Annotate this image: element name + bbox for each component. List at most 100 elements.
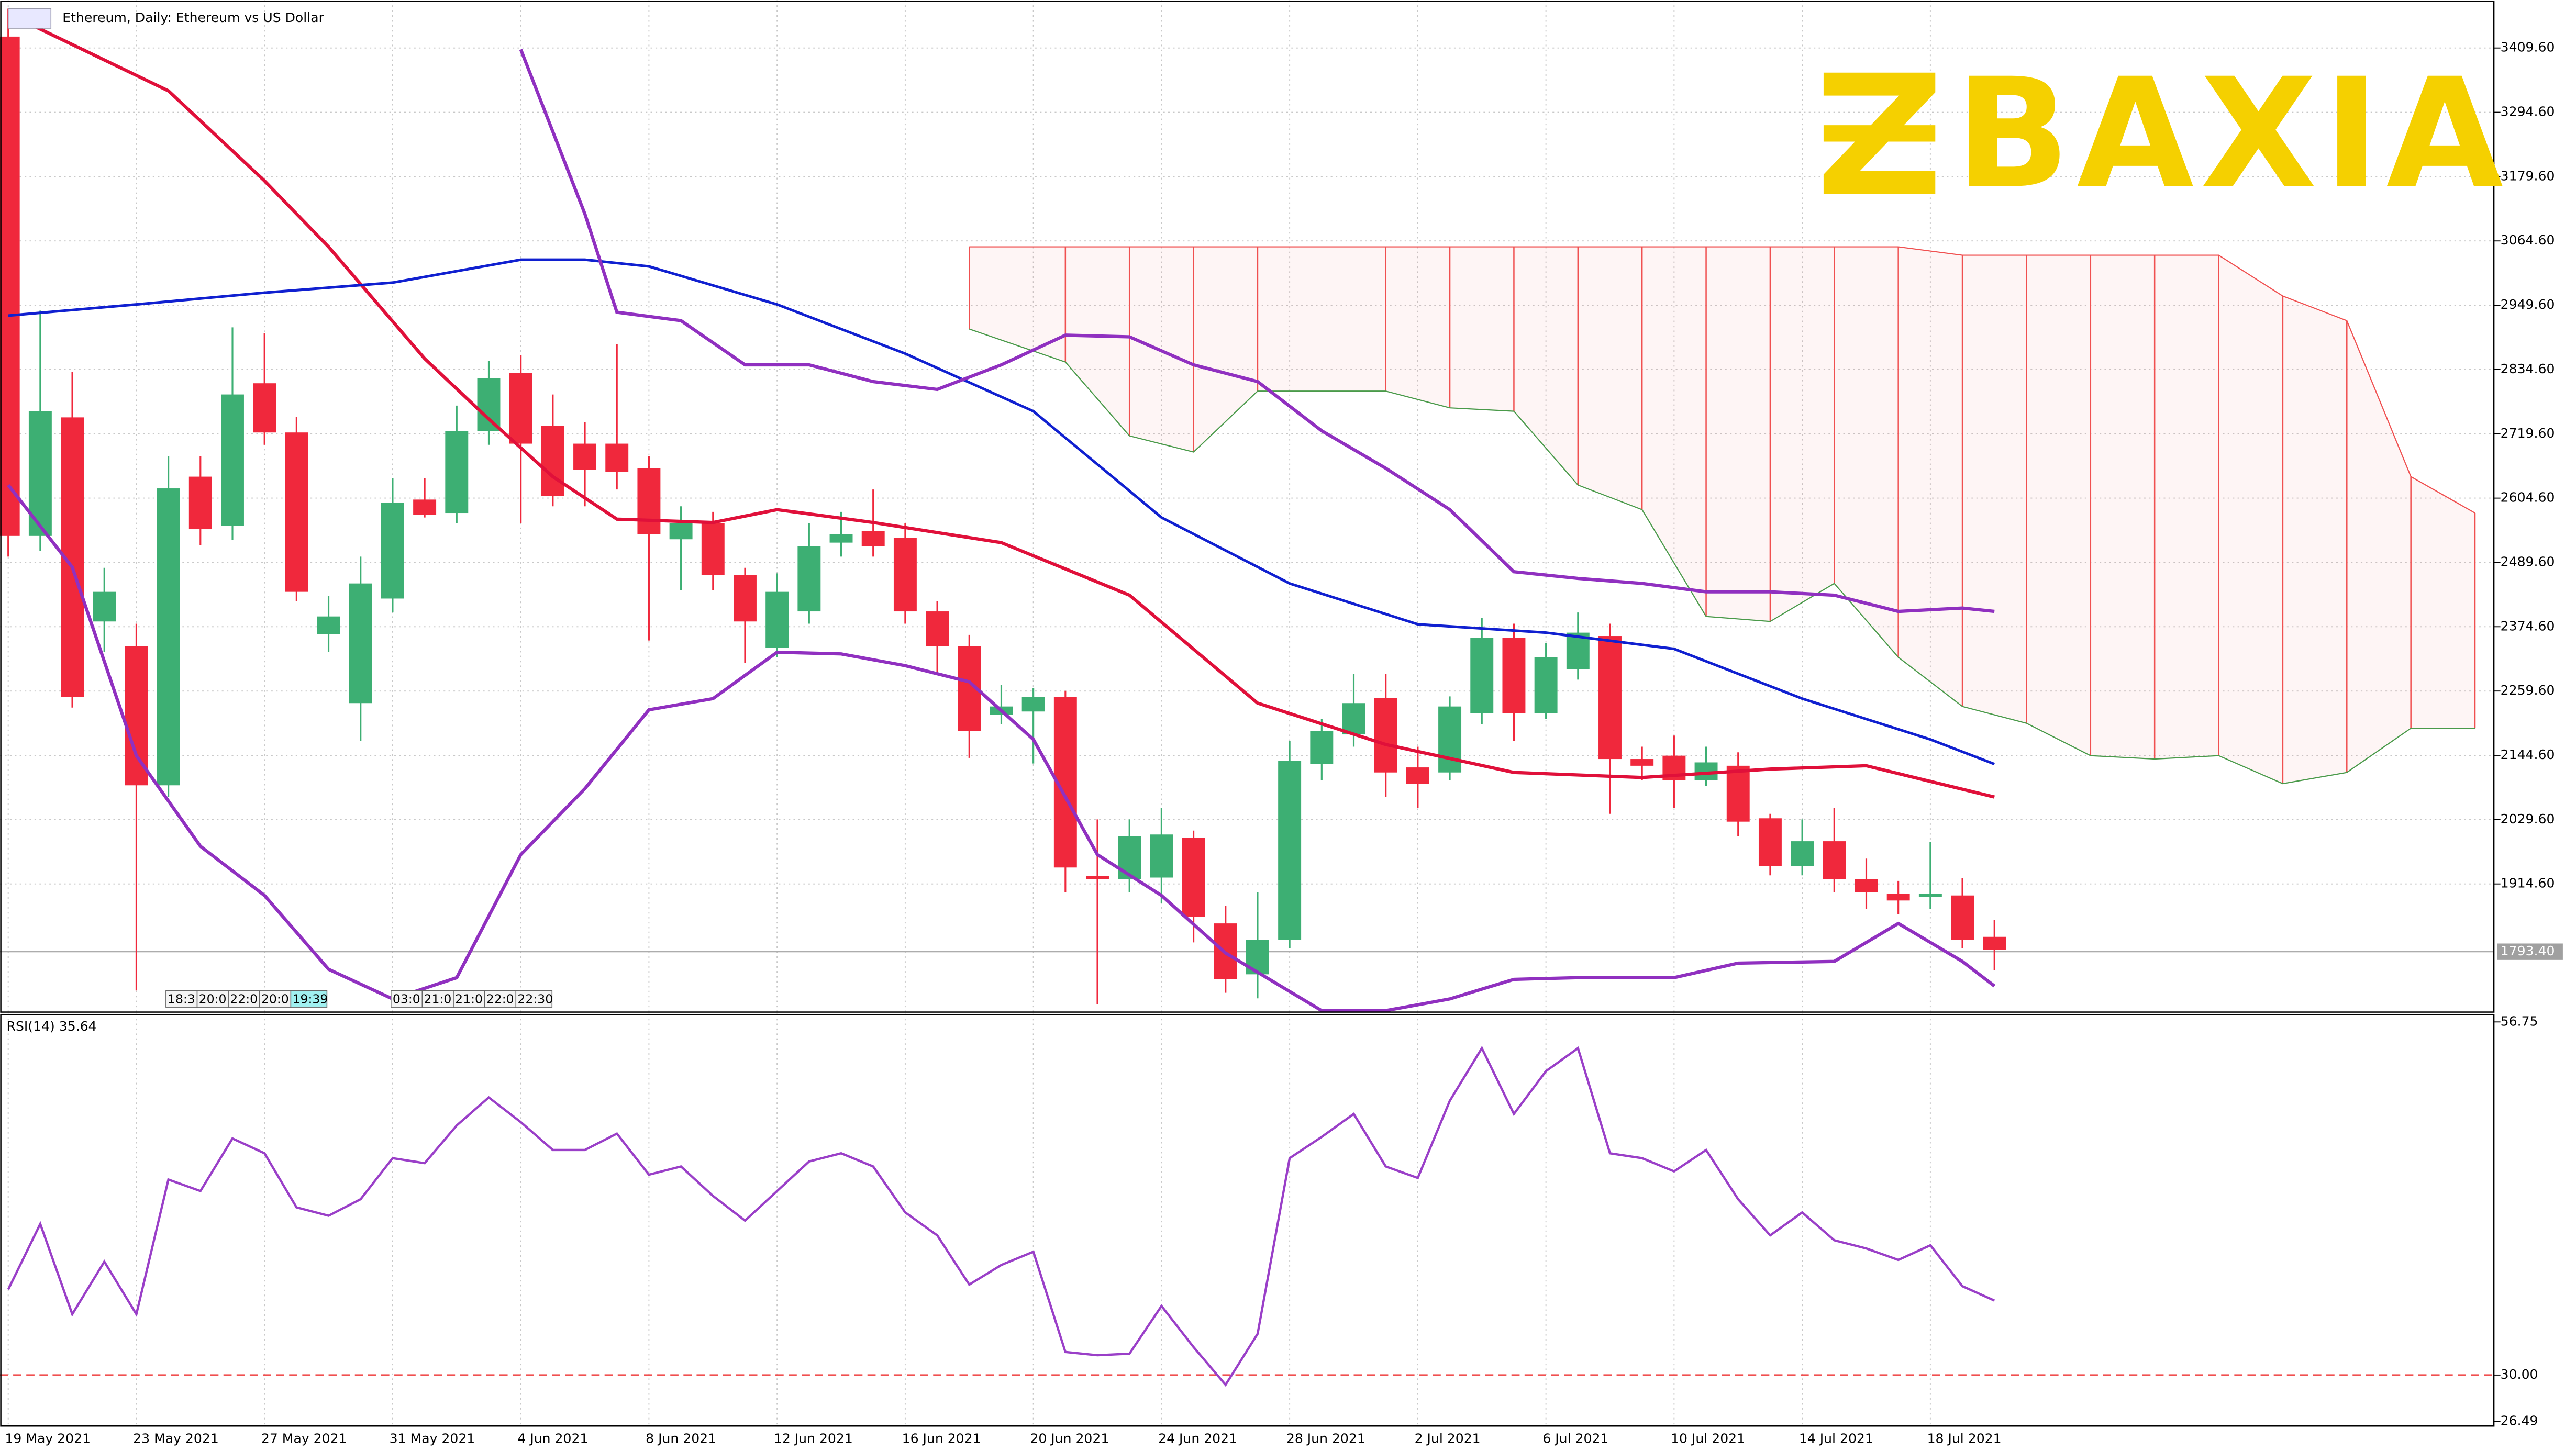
symbol-icon xyxy=(7,8,52,29)
current-price-box xyxy=(2497,943,2563,960)
candle-body xyxy=(893,538,917,612)
indicator-line xyxy=(7,484,1996,1012)
x-tick-label: 23 May 2021 xyxy=(133,1431,219,1446)
x-tick-label: 10 Jul 2021 xyxy=(1671,1431,1745,1446)
time-label-box xyxy=(484,990,517,1008)
time-label-box xyxy=(228,990,260,1008)
candle-body xyxy=(669,523,693,540)
y-tick-label: 2834.60 xyxy=(2501,361,2555,376)
candle-body xyxy=(1310,731,1334,764)
candle-body xyxy=(765,591,789,648)
candle-body xyxy=(93,591,116,622)
time-label: 20:0 xyxy=(261,992,289,1007)
rsi-layer xyxy=(0,1045,2494,1387)
cloud-area xyxy=(969,247,2475,784)
cloud-span-a xyxy=(969,328,2475,785)
candle-body xyxy=(1630,759,1654,766)
candle-body xyxy=(317,616,340,634)
y-tick-label: 2949.60 xyxy=(2501,297,2555,312)
cloud-span-b xyxy=(969,246,2475,514)
indicator-line xyxy=(7,12,1995,799)
y-tick-label: 3064.60 xyxy=(2501,232,2555,248)
cloud-layer xyxy=(969,246,2476,785)
y-tick-label: 2374.60 xyxy=(2501,618,2555,633)
candle-body xyxy=(477,378,501,431)
y-tick-label: 3409.60 xyxy=(2501,40,2555,55)
y-tick-label: 1914.60 xyxy=(2501,876,2555,891)
candle-body xyxy=(349,583,372,704)
time-label-box xyxy=(515,990,553,1008)
logo: BAXIA xyxy=(1823,46,2510,222)
time-label-box xyxy=(290,990,328,1008)
time-label: 21:0 xyxy=(424,992,452,1007)
candle-body xyxy=(1438,706,1462,773)
x-tick-label: 12 Jun 2021 xyxy=(774,1431,853,1446)
candle-body xyxy=(637,468,661,534)
x-tick-label: 28 Jun 2021 xyxy=(1286,1431,1365,1446)
candle-body xyxy=(1791,841,1814,866)
candle-body xyxy=(1150,834,1173,878)
rsi-title: RSI(14) 35.64 xyxy=(7,1019,97,1034)
candle-body xyxy=(1951,895,1974,940)
candle-body xyxy=(509,373,532,444)
x-tick-label: 18 Jul 2021 xyxy=(1927,1431,2002,1446)
candle-body xyxy=(285,432,308,592)
candle-body xyxy=(1118,836,1141,879)
x-tick-label: 19 May 2021 xyxy=(5,1431,91,1446)
candle-body xyxy=(1726,765,1750,822)
y-tick-label: 2259.60 xyxy=(2501,683,2555,698)
time-label-box xyxy=(453,990,485,1008)
x-tick-label: 4 Jun 2021 xyxy=(517,1431,588,1446)
y-tick-label: 2144.60 xyxy=(2501,747,2555,762)
price-layer xyxy=(0,8,2494,1012)
rsi-tick-label: 26.49 xyxy=(2501,1413,2538,1428)
y-tick-label: 2719.60 xyxy=(2501,426,2555,441)
rsi-line xyxy=(7,1045,1995,1387)
indicator-line xyxy=(8,258,1995,766)
brand: BAXIA xyxy=(1955,46,2510,222)
x-tick-label: 31 May 2021 xyxy=(390,1431,475,1446)
candle-body xyxy=(1502,638,1526,713)
candle-body xyxy=(1855,879,1878,892)
time-label: 22:0 xyxy=(486,992,514,1007)
time-label-box xyxy=(391,990,423,1008)
candle-body xyxy=(926,611,949,646)
candle-body xyxy=(1758,818,1782,866)
time-label: 20:0 xyxy=(199,992,227,1007)
y-tick-label: 3294.60 xyxy=(2501,104,2555,119)
indicator-line xyxy=(519,49,1995,613)
candle-body xyxy=(1374,698,1397,773)
time-label: 18:3 xyxy=(168,992,195,1007)
logo-bar xyxy=(1823,125,1936,142)
x-tick-label: 16 Jun 2021 xyxy=(902,1431,981,1446)
candle-body xyxy=(1886,894,1910,901)
candle-body xyxy=(797,546,821,612)
candle-body xyxy=(829,534,853,543)
candle-body xyxy=(221,394,244,526)
candle-body xyxy=(125,646,148,786)
candle-body xyxy=(1470,638,1494,713)
candle-body xyxy=(157,488,180,786)
candle-body xyxy=(188,476,212,530)
candle-body xyxy=(0,36,20,536)
time-label-box xyxy=(165,990,198,1008)
candle-body xyxy=(861,531,885,546)
time-label: 03:0 xyxy=(393,992,420,1007)
candle-body xyxy=(1823,841,1846,879)
rsi-tick-label: 30.00 xyxy=(2501,1367,2538,1382)
candle-body xyxy=(1406,767,1429,784)
x-tick-label: 24 Jun 2021 xyxy=(1158,1431,1237,1446)
x-tick-label: 27 May 2021 xyxy=(261,1431,347,1446)
x-tick-label: 2 Jul 2021 xyxy=(1415,1431,1481,1446)
candle-body xyxy=(1182,838,1205,917)
y-tick-label: 2029.60 xyxy=(2501,811,2555,827)
x-tick-label: 8 Jun 2021 xyxy=(646,1431,716,1446)
candle-body xyxy=(1598,636,1622,760)
candle-body xyxy=(734,575,757,622)
y-tick-label: 2489.60 xyxy=(2501,554,2555,569)
candle-body xyxy=(605,443,629,472)
candle-body xyxy=(413,499,437,515)
